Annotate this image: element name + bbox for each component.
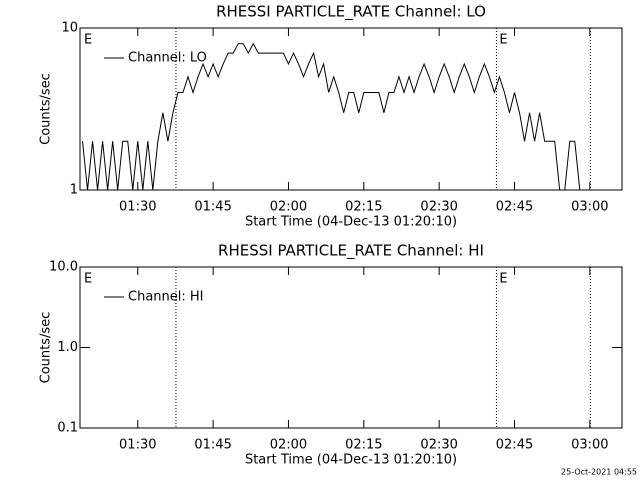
data-line — [82, 42, 590, 191]
x-tick-label: 02:30 — [420, 200, 457, 215]
y-tick-label: 10 — [61, 21, 78, 36]
annotation: E — [499, 33, 507, 48]
x-tick-label: 02:30 — [420, 438, 457, 453]
chart-title: RHESSI PARTICLE_RATE Channel: HI — [218, 242, 484, 261]
y-tick-label: 0.1 — [57, 421, 78, 436]
x-tick-label: 02:00 — [270, 200, 307, 215]
y-tick-label: 1.0 — [57, 340, 78, 355]
x-axis-label: Start Time (04-Dec-13 01:20:10) — [245, 215, 457, 230]
chart-title: RHESSI PARTICLE_RATE Channel: LO — [216, 3, 486, 22]
annotation: E — [84, 272, 92, 287]
legend-label: Channel: LO — [128, 51, 207, 66]
y-tick-label: 1 — [70, 183, 78, 198]
annotation: E — [84, 33, 92, 48]
legend-label: Channel: HI — [128, 290, 204, 305]
x-tick-label: 01:45 — [194, 200, 231, 215]
footer: 25-Oct-2021 04:55 — [561, 468, 637, 477]
y-axis-label: Counts/sec — [39, 73, 54, 145]
y-tick-label: 10.0 — [49, 260, 78, 275]
annotation: E — [499, 272, 507, 287]
x-tick-label: 01:30 — [119, 200, 156, 215]
y-axis-label: Counts/sec — [39, 312, 54, 384]
x-tick-label: 01:30 — [119, 438, 156, 453]
x-tick-label: 02:45 — [496, 200, 533, 215]
x-tick-label: 03:00 — [571, 200, 608, 215]
x-tick-label: 02:45 — [496, 438, 533, 453]
x-tick-label: 03:00 — [571, 438, 608, 453]
x-tick-label: 02:15 — [345, 438, 382, 453]
x-tick-label: 02:15 — [345, 200, 382, 215]
plot-frame — [79, 27, 623, 191]
x-axis-label: Start Time (04-Dec-13 01:20:10) — [245, 453, 457, 468]
x-tick-label: 02:00 — [270, 438, 307, 453]
x-tick-label: 01:45 — [194, 438, 231, 453]
